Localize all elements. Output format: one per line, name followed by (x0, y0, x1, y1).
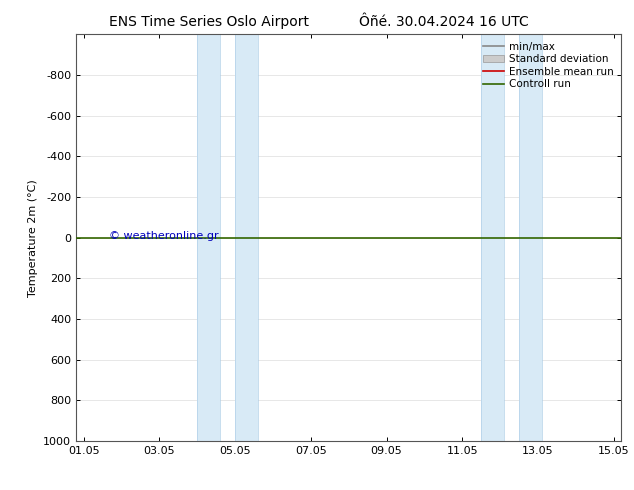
Bar (235, 34, 258, 441)
Y-axis label: Temperature 2m (°C): Temperature 2m (°C) (28, 179, 37, 296)
Text: ENS Time Series Oslo Airport: ENS Time Series Oslo Airport (109, 15, 309, 29)
Bar (197, 34, 220, 441)
Legend: min/max, Standard deviation, Ensemble mean run, Controll run: min/max, Standard deviation, Ensemble me… (481, 40, 616, 92)
Text: Ôñé. 30.04.2024 16 UTC: Ôñé. 30.04.2024 16 UTC (359, 15, 529, 29)
Bar (519, 34, 542, 441)
Text: © weatheronline.gr: © weatheronline.gr (109, 231, 219, 241)
Bar (481, 34, 504, 441)
